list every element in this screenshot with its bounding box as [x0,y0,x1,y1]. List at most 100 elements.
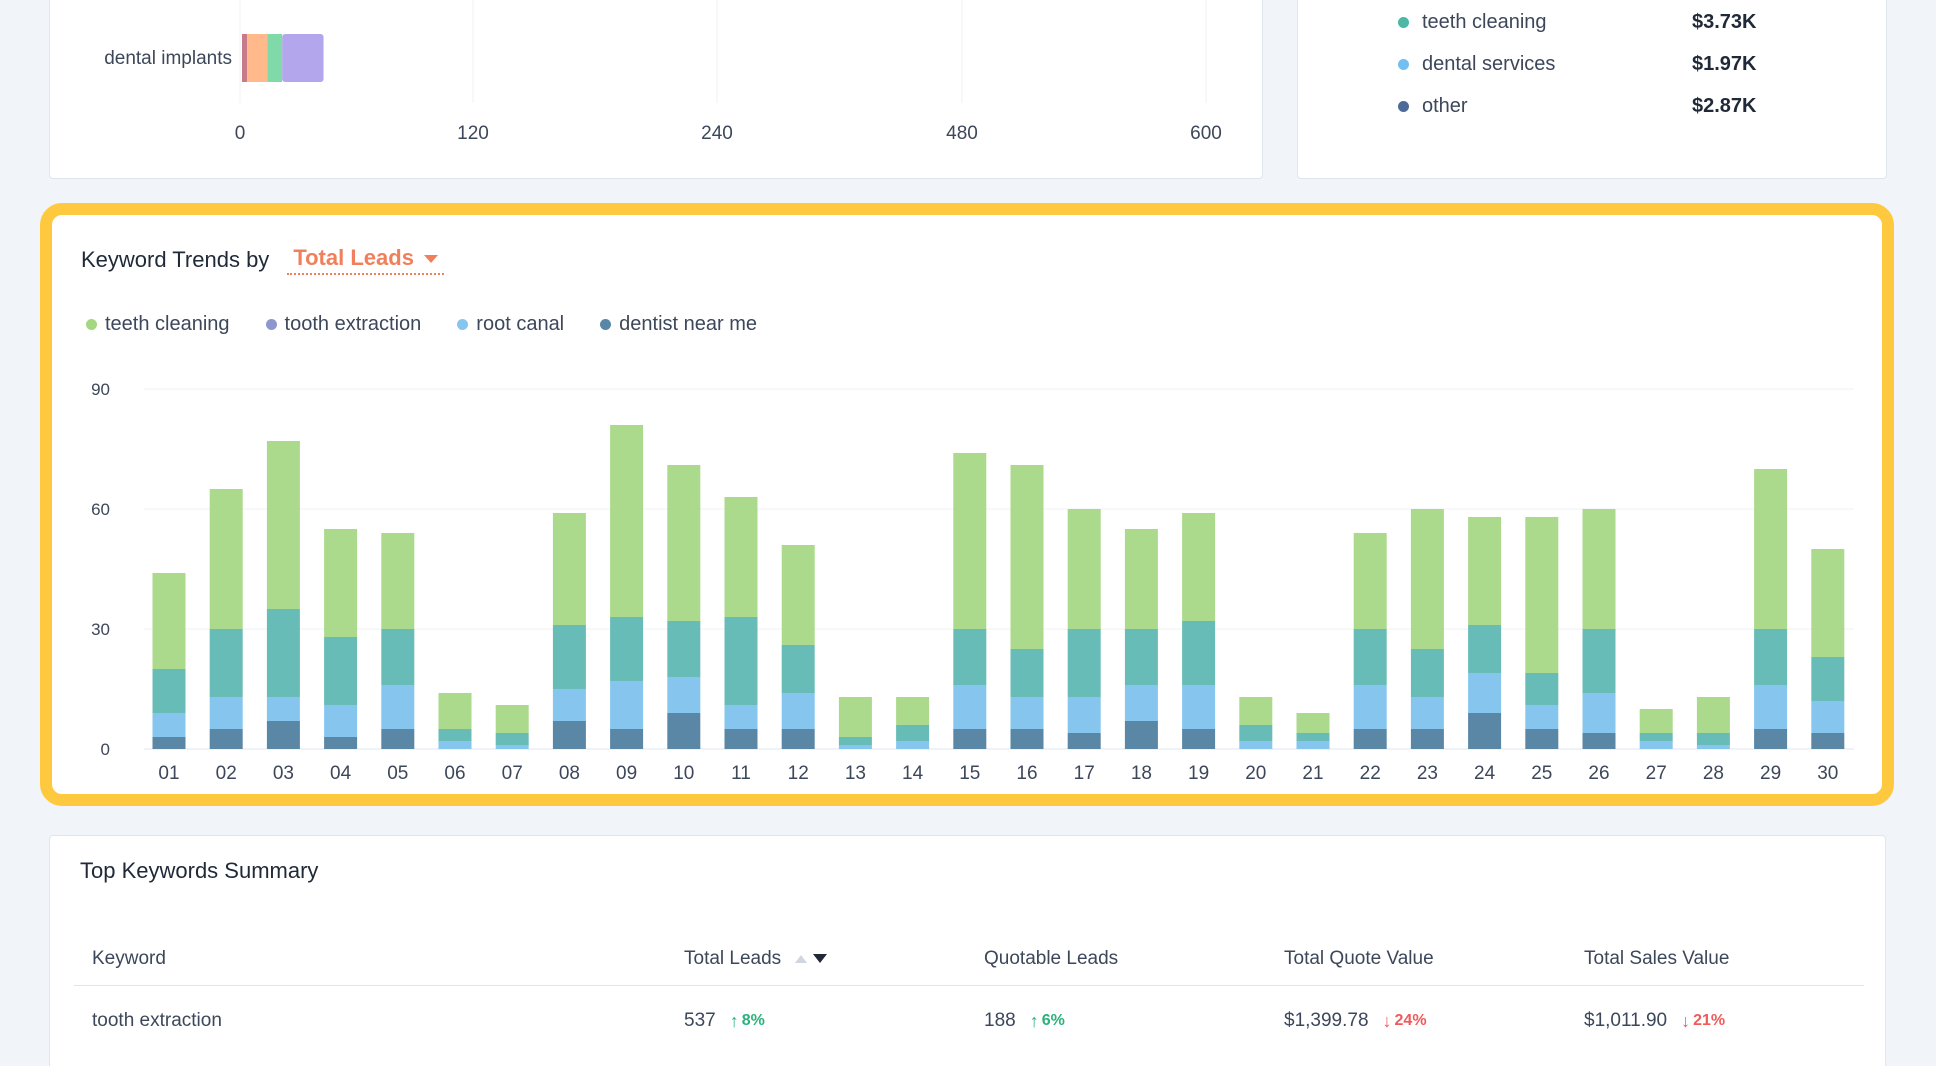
bar-segment[interactable] [1754,685,1788,729]
bar-segment[interactable] [1296,741,1330,749]
bar-segment[interactable] [209,629,243,697]
bar-segment[interactable] [1010,465,1044,649]
bar-segment[interactable] [552,689,586,721]
metric-dropdown[interactable]: Total Leads [287,245,444,275]
bar-segment[interactable] [552,721,586,749]
bar-segment[interactable] [1468,625,1502,673]
bar-segment[interactable] [838,737,872,745]
legend-item[interactable]: root canal [457,313,564,336]
bar-segment[interactable] [1696,745,1730,749]
bar-segment[interactable] [1353,533,1387,629]
bar-segment[interactable] [1639,741,1673,749]
bar-segment[interactable] [610,681,644,729]
bar-segment[interactable] [1067,629,1101,697]
bar-segment[interactable] [266,441,300,609]
legend-item[interactable]: tooth extraction [265,313,421,336]
bar-segment[interactable] [495,733,529,745]
bar-segment[interactable] [324,529,358,637]
bar-segment[interactable] [1468,517,1502,625]
bar-segment[interactable] [1525,729,1559,749]
bar-segment[interactable] [209,489,243,629]
bar-segment[interactable] [1410,729,1444,749]
bar-segment[interactable] [838,697,872,737]
bar-segment[interactable] [1239,725,1273,741]
bar-segment[interactable] [1353,685,1387,729]
bar-segment[interactable] [1754,729,1788,749]
bar-segment[interactable] [781,729,815,749]
bar-segment[interactable] [324,737,358,749]
bar-segment[interactable] [724,705,758,729]
legend-item[interactable]: dentist near me [600,313,757,336]
bar-segment[interactable] [266,609,300,697]
col-quotable-leads[interactable]: Quotable Leads [984,932,1118,985]
bar-segment[interactable] [838,745,872,749]
bar-segment[interactable] [1182,685,1216,729]
legend-row[interactable]: dental services $1.97K [1398,43,1798,85]
bar-segment[interactable] [1811,549,1845,657]
bar-segment[interactable] [1811,701,1845,733]
bar-segment[interactable] [610,425,644,617]
sort-asc-icon[interactable] [795,954,808,963]
bar-segment[interactable] [1468,673,1502,713]
bar-segment[interactable] [1353,629,1387,685]
bar-segment[interactable] [381,729,415,749]
bar-segment[interactable] [896,741,930,749]
sort-desc-icon[interactable] [813,954,828,963]
bar-segment[interactable] [1239,697,1273,725]
bar-segment[interactable] [1296,733,1330,741]
bar-segment[interactable] [152,713,186,737]
bar-segment[interactable] [552,625,586,689]
bar-segment[interactable] [1182,729,1216,749]
bar-segment[interactable] [610,617,644,681]
bar-segment[interactable] [1124,721,1158,749]
bar-segment[interactable] [1010,649,1044,697]
bar-segment[interactable] [438,741,472,749]
bar-segment[interactable] [1124,685,1158,721]
col-total-leads[interactable]: Total Leads [684,932,828,985]
bar-segment[interactable] [1067,697,1101,733]
bar-segment[interactable] [1754,629,1788,685]
bar-segment[interactable] [1582,629,1616,693]
bar-segment[interactable] [724,497,758,617]
bar-segment[interactable] [209,729,243,749]
bar-segment[interactable] [1410,509,1444,649]
bar-segment[interactable] [381,533,415,629]
legend-row[interactable]: teeth cleaning $3.73K [1398,1,1798,43]
bar-segment[interactable] [438,693,472,729]
bar-segment[interactable] [266,697,300,721]
bar-segment[interactable] [896,697,930,725]
bar-segment[interactable] [667,621,701,677]
bar-segment[interactable] [1525,517,1559,673]
bar-segment[interactable] [152,573,186,669]
bar-segment[interactable] [953,685,987,729]
bar-segment[interactable] [1582,509,1616,629]
table-row[interactable]: tooth extraction 537 ↑ 8% 188 ↑ 6% $1,399.… [74,986,1864,1056]
bar-segment[interactable] [667,465,701,621]
legend-row[interactable]: other $2.87K [1398,85,1798,127]
bar-segment[interactable] [896,725,930,741]
bar-segment[interactable] [1010,729,1044,749]
bar-segment[interactable] [381,685,415,729]
bar-segment[interactable] [1239,741,1273,749]
bar-segment[interactable] [324,705,358,737]
bar-segment[interactable] [247,34,268,82]
bar-segment[interactable] [724,617,758,705]
bar-segment[interactable] [438,729,472,741]
col-total-quote-value[interactable]: Total Quote Value [1284,932,1434,985]
bar-segment[interactable] [242,34,248,82]
bar-segment[interactable] [1067,733,1101,749]
legend-item[interactable]: teeth cleaning [86,313,230,336]
bar-segment[interactable] [1811,733,1845,749]
bar-segment[interactable] [152,669,186,713]
bar-segment[interactable] [1410,697,1444,729]
bar-segment[interactable] [1639,709,1673,733]
bar-segment[interactable] [1010,697,1044,729]
bar-segment[interactable] [1525,705,1559,729]
bar-segment[interactable] [1582,733,1616,749]
bar-segment[interactable] [1639,733,1673,741]
col-keyword[interactable]: Keyword [92,932,166,985]
bar-segment[interactable] [552,513,586,625]
bar-segment[interactable] [266,721,300,749]
bar-segment[interactable] [209,697,243,729]
bar-segment[interactable] [781,545,815,645]
